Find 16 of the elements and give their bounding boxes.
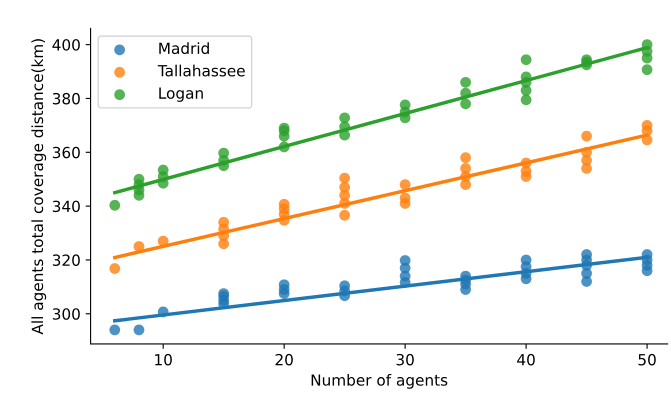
legend-label: Tallahassee xyxy=(158,64,245,76)
legend-label: Logan xyxy=(159,88,203,102)
x-tick-label: 40 xyxy=(517,354,535,366)
x-tick-label: 20 xyxy=(276,354,293,366)
y-tick-label: 320 xyxy=(52,254,80,266)
x-tick-label: 30 xyxy=(396,354,414,366)
x-tick-label: 10 xyxy=(155,354,172,366)
y-tick-label: 300 xyxy=(52,308,80,320)
legend-label: Madrid xyxy=(159,42,209,54)
y-tick-label: 400 xyxy=(52,39,80,51)
x-axis-title: Number of agents xyxy=(312,374,448,389)
y-tick-label: 360 xyxy=(52,146,80,158)
y-tick-label: 340 xyxy=(52,200,80,212)
x-tick-label: 50 xyxy=(638,354,656,366)
y-tick-label: 380 xyxy=(52,92,80,104)
y-axis-title: All agents total coverage distance(km) xyxy=(31,39,46,334)
